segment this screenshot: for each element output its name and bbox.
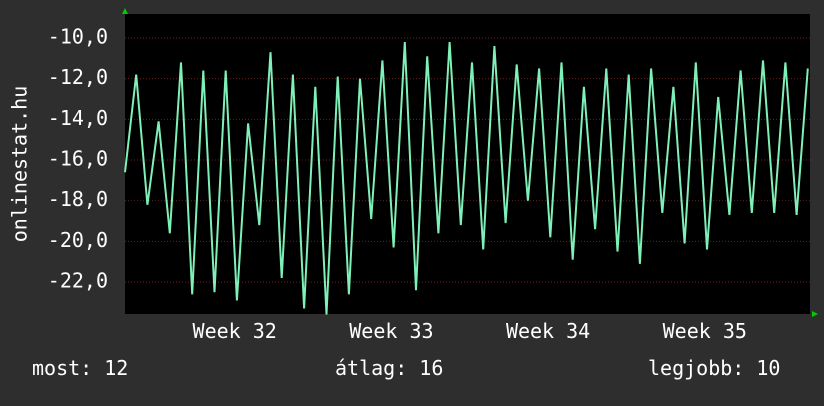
data-line bbox=[124, 42, 809, 315]
axis-arrow bbox=[812, 311, 818, 317]
y-tick-label: -22,0 bbox=[48, 269, 108, 293]
axis-arrow bbox=[122, 8, 128, 14]
y-tick-label: -16,0 bbox=[48, 147, 108, 171]
footer-current: most: 12 bbox=[32, 356, 128, 380]
plot-area bbox=[125, 14, 810, 314]
y-axis-label: onlinestat.hu bbox=[8, 86, 32, 243]
x-tick-label: Week 33 bbox=[349, 319, 433, 343]
x-tick-label: Week 34 bbox=[506, 319, 590, 343]
y-tick-label: -18,0 bbox=[48, 187, 108, 211]
footer-best: legjobb: 10 bbox=[648, 356, 780, 380]
footer-average: átlag: 16 bbox=[335, 356, 443, 380]
y-tick-label: -14,0 bbox=[48, 106, 108, 130]
y-tick-label: -12,0 bbox=[48, 65, 108, 89]
y-tick-label: -20,0 bbox=[48, 228, 108, 252]
y-tick-label: -10,0 bbox=[48, 25, 108, 49]
x-tick-label: Week 35 bbox=[663, 319, 747, 343]
x-tick-label: Week 32 bbox=[193, 319, 277, 343]
